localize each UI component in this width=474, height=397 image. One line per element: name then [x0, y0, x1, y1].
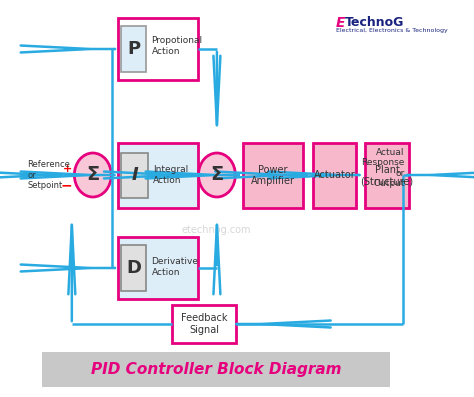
Text: Actuator: Actuator: [313, 170, 355, 181]
FancyBboxPatch shape: [312, 143, 356, 208]
Text: D: D: [127, 259, 141, 277]
FancyBboxPatch shape: [43, 352, 390, 387]
Text: P: P: [128, 40, 140, 58]
FancyBboxPatch shape: [118, 143, 198, 208]
Text: TechnoG: TechnoG: [345, 16, 405, 29]
Text: Feedback
Signal: Feedback Signal: [181, 313, 228, 335]
FancyBboxPatch shape: [121, 245, 146, 291]
Text: PID Controller Block Diagram: PID Controller Block Diagram: [91, 362, 341, 377]
Text: Plant
(Structure): Plant (Structure): [361, 165, 414, 186]
Text: +: +: [63, 164, 72, 174]
Text: −: −: [60, 178, 72, 192]
FancyBboxPatch shape: [121, 26, 146, 72]
FancyBboxPatch shape: [118, 237, 198, 299]
Circle shape: [74, 153, 111, 197]
Text: Reference
or
Setpoint: Reference or Setpoint: [27, 160, 70, 190]
Text: E: E: [336, 16, 346, 30]
Text: Σ: Σ: [210, 166, 224, 185]
FancyBboxPatch shape: [173, 305, 236, 343]
Text: Derivative
Action: Derivative Action: [152, 257, 199, 277]
Text: Propotional
Action: Propotional Action: [152, 36, 202, 56]
Text: Σ: Σ: [86, 166, 100, 185]
Text: Electrical, Electronics & Technology: Electrical, Electronics & Technology: [336, 28, 448, 33]
Text: Actual
Response
or
Output: Actual Response or Output: [361, 148, 405, 188]
Text: I: I: [131, 166, 138, 184]
FancyBboxPatch shape: [365, 143, 409, 208]
FancyBboxPatch shape: [118, 18, 198, 80]
Text: Power
Amplifier: Power Amplifier: [251, 165, 295, 186]
FancyBboxPatch shape: [121, 153, 148, 198]
Circle shape: [199, 153, 236, 197]
FancyBboxPatch shape: [243, 143, 303, 208]
Text: Integral
Action: Integral Action: [153, 165, 189, 185]
Text: etechnog.com: etechnog.com: [182, 225, 251, 235]
